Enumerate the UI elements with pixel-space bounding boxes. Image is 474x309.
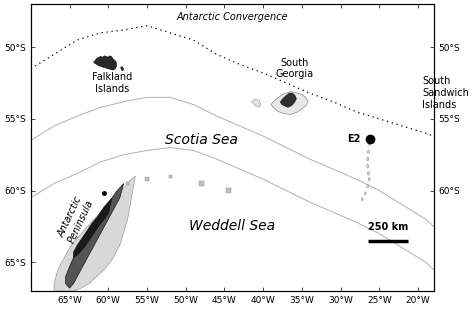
Circle shape (368, 141, 370, 146)
Polygon shape (280, 93, 296, 108)
Circle shape (368, 178, 370, 181)
Text: Falkland
Islands: Falkland Islands (92, 72, 132, 94)
Circle shape (367, 157, 369, 161)
Text: Weddell Sea: Weddell Sea (189, 219, 275, 233)
Text: South
Georgia: South Georgia (275, 58, 313, 79)
Polygon shape (252, 99, 261, 108)
Polygon shape (199, 181, 203, 186)
Polygon shape (120, 66, 124, 71)
Circle shape (367, 150, 369, 154)
Polygon shape (93, 56, 117, 70)
Text: South
Sandwich
Islands: South Sandwich Islands (422, 76, 469, 110)
Text: E2: E2 (347, 134, 361, 144)
Circle shape (367, 172, 369, 175)
Polygon shape (145, 177, 149, 181)
Polygon shape (226, 188, 231, 193)
Text: Antarctic
Peninsula: Antarctic Peninsula (56, 193, 95, 245)
Text: 250 km: 250 km (368, 222, 408, 232)
Circle shape (367, 164, 369, 168)
Polygon shape (73, 198, 112, 258)
Circle shape (362, 198, 363, 201)
Polygon shape (271, 92, 308, 115)
Polygon shape (169, 175, 172, 178)
Circle shape (365, 192, 366, 195)
Circle shape (367, 184, 369, 188)
Text: Scotia Sea: Scotia Sea (165, 133, 237, 147)
Polygon shape (54, 176, 136, 291)
Polygon shape (126, 182, 129, 185)
Text: Antarctic Convergence: Antarctic Convergence (176, 12, 288, 22)
Polygon shape (65, 184, 124, 288)
